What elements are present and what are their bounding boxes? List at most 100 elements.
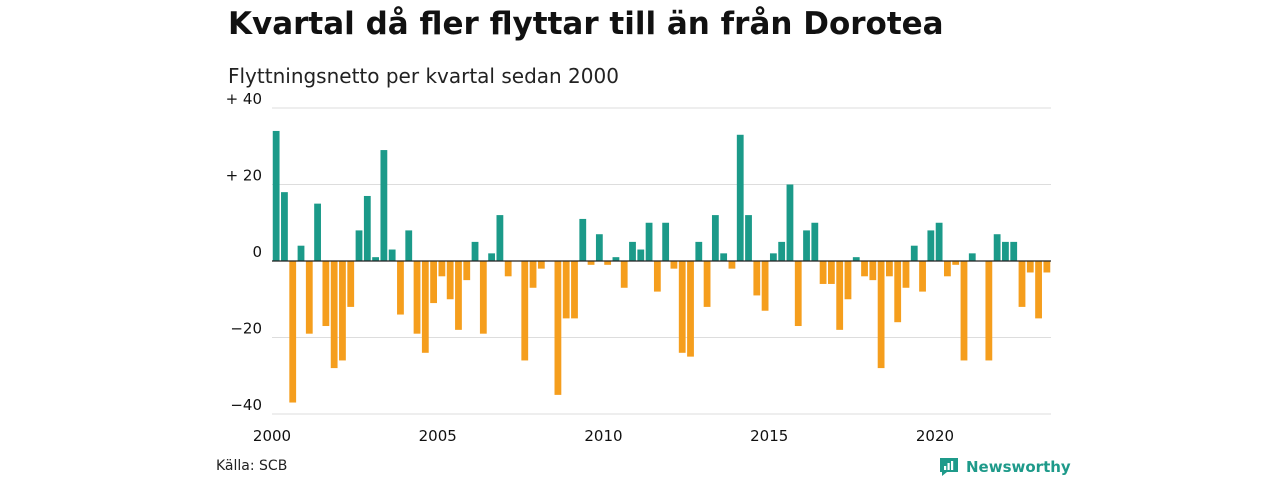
bar xyxy=(281,192,288,261)
bar xyxy=(1043,261,1051,273)
bar xyxy=(521,261,529,361)
bar xyxy=(711,215,719,261)
bar xyxy=(869,261,877,281)
bar xyxy=(363,195,371,261)
bar xyxy=(446,261,454,300)
bar xyxy=(372,257,379,261)
bar xyxy=(272,130,280,261)
bar xyxy=(380,150,388,261)
bar xyxy=(554,261,562,395)
bar xyxy=(960,261,968,361)
bar xyxy=(703,261,711,307)
bar xyxy=(612,257,620,261)
bar xyxy=(852,257,860,261)
bar xyxy=(670,261,678,269)
bar xyxy=(430,261,437,304)
bar xyxy=(355,230,363,261)
bar xyxy=(289,261,297,403)
chart-subtitle: Flyttningsnetto per kvartal sedan 2000 xyxy=(228,64,619,88)
bar xyxy=(397,261,404,315)
bar xyxy=(330,261,338,369)
bar xyxy=(687,261,694,357)
bar xyxy=(537,261,545,269)
bar xyxy=(769,253,777,261)
bar xyxy=(479,261,487,334)
bar xyxy=(571,261,578,319)
bar xyxy=(1035,261,1042,319)
bar xyxy=(728,261,736,269)
brand-logo[interactable]: Newsworthy xyxy=(938,456,1071,478)
bar xyxy=(894,261,902,323)
bar xyxy=(629,241,636,262)
bar xyxy=(952,261,960,265)
bar xyxy=(678,261,686,353)
bar xyxy=(902,261,910,288)
bar xyxy=(529,261,537,288)
bar xyxy=(993,234,1001,261)
bar xyxy=(463,261,471,281)
bar xyxy=(985,261,993,361)
bar xyxy=(753,261,761,296)
bar xyxy=(1026,261,1034,273)
x-tick-label: 2000 xyxy=(253,427,291,445)
bar xyxy=(836,261,844,330)
bar xyxy=(811,222,819,261)
bar xyxy=(886,261,893,277)
bar xyxy=(347,261,355,307)
bar xyxy=(405,230,413,261)
bar xyxy=(604,261,612,265)
bar xyxy=(637,249,645,261)
bar xyxy=(587,261,595,265)
bar xyxy=(620,261,628,288)
bar xyxy=(695,241,703,262)
bar xyxy=(1018,261,1026,307)
bar xyxy=(1010,241,1018,262)
bar xyxy=(579,218,587,261)
bar xyxy=(314,203,321,262)
bar xyxy=(794,261,802,327)
bar xyxy=(861,261,868,277)
bar xyxy=(438,261,446,277)
y-tick-label: −40 xyxy=(230,396,262,414)
bar xyxy=(761,261,769,311)
bar xyxy=(595,234,603,261)
bar xyxy=(968,253,976,261)
bar xyxy=(935,222,943,261)
bar xyxy=(786,184,794,261)
bar xyxy=(504,261,512,277)
x-tick-label: 2020 xyxy=(916,427,954,445)
bar xyxy=(322,261,330,327)
bar xyxy=(1002,241,1009,262)
bar xyxy=(653,261,661,292)
y-tick-label: + 20 xyxy=(226,167,262,185)
bar xyxy=(297,245,305,261)
bar xyxy=(778,241,786,262)
bar xyxy=(662,222,670,261)
bar xyxy=(745,215,752,261)
x-tick-label: 2010 xyxy=(584,427,622,445)
y-tick-label: −20 xyxy=(230,320,262,338)
bar xyxy=(910,245,918,261)
newsworthy-logo-icon xyxy=(940,458,958,476)
brand-name: Newsworthy xyxy=(966,458,1071,476)
bars-layer xyxy=(272,130,1051,403)
bar xyxy=(827,261,835,284)
grid-layer xyxy=(272,107,1051,415)
bar xyxy=(305,261,313,334)
bar xyxy=(844,261,852,300)
source-note: Källa: SCB xyxy=(216,458,288,474)
bar xyxy=(944,261,951,277)
y-tick-label: + 40 xyxy=(226,90,262,108)
bar xyxy=(819,261,827,284)
bar xyxy=(919,261,926,292)
bar xyxy=(803,230,810,261)
bar xyxy=(927,230,935,261)
bar xyxy=(562,261,570,319)
x-tick-label: 2005 xyxy=(419,427,457,445)
bar xyxy=(421,261,429,353)
x-tick-label: 2015 xyxy=(750,427,788,445)
bar xyxy=(877,261,885,369)
bar xyxy=(645,222,653,261)
bar xyxy=(413,261,421,334)
